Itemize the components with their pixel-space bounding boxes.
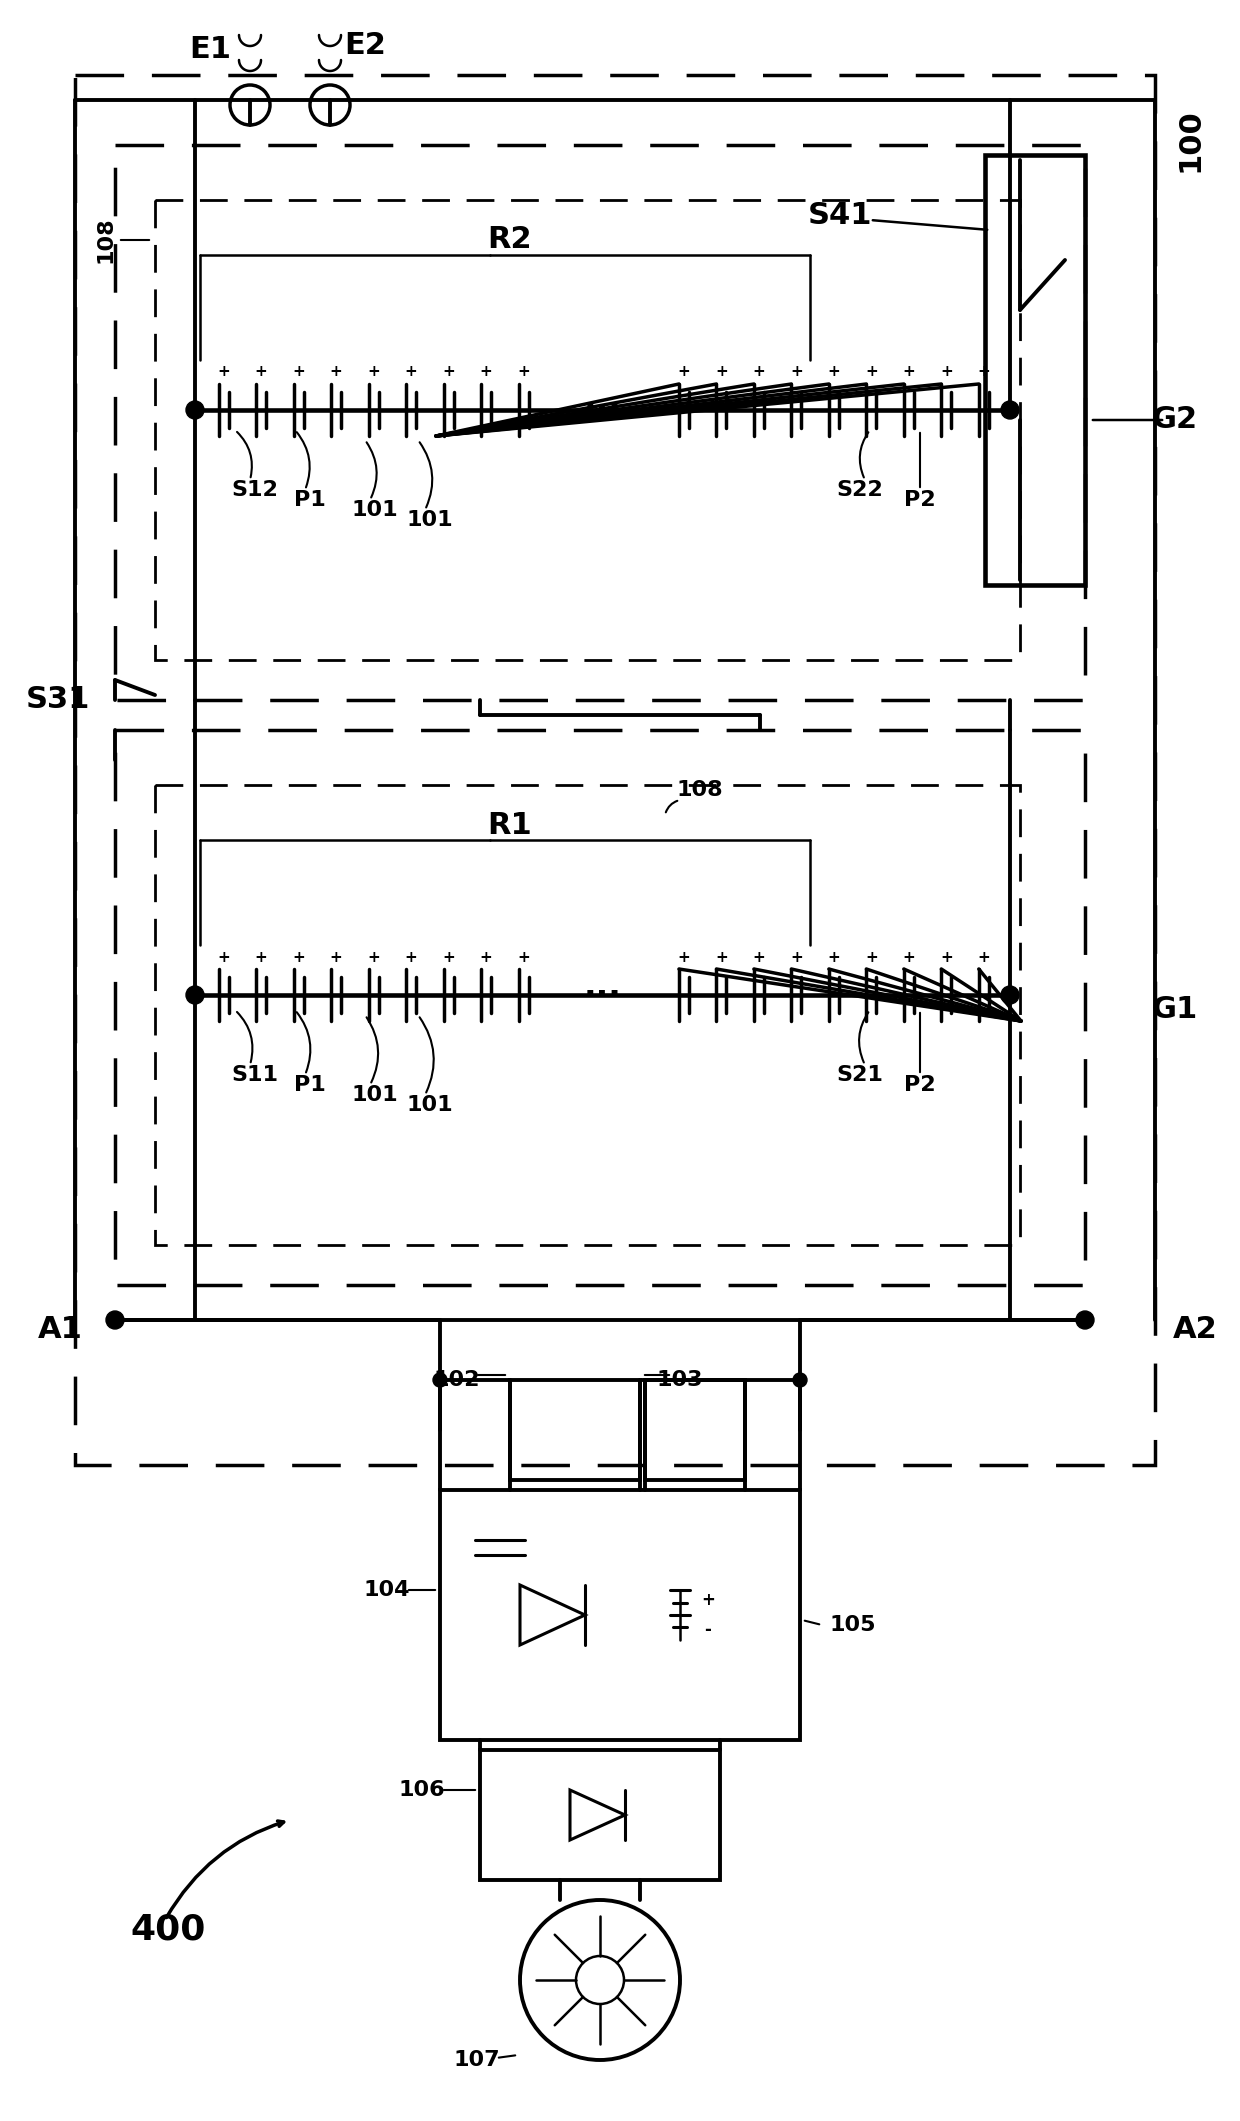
Circle shape — [520, 1900, 680, 2059]
Text: 102: 102 — [434, 1370, 480, 1389]
Text: +: + — [903, 365, 915, 380]
Text: +: + — [753, 950, 765, 965]
Circle shape — [1001, 986, 1019, 1003]
Bar — [155, 785, 1021, 1245]
Circle shape — [186, 986, 205, 1003]
Text: E1: E1 — [188, 36, 231, 64]
Text: S21: S21 — [837, 1065, 883, 1086]
Text: +: + — [790, 365, 802, 380]
Text: +: + — [293, 365, 305, 380]
Text: +: + — [330, 950, 342, 965]
Text: 101: 101 — [407, 509, 454, 530]
Text: 101: 101 — [352, 501, 398, 520]
Bar — [115, 144, 1085, 700]
Text: +: + — [217, 365, 231, 380]
Bar — [985, 155, 1085, 585]
Text: +: + — [404, 950, 418, 965]
Text: +: + — [293, 950, 305, 965]
Text: +: + — [677, 950, 691, 965]
Text: +: + — [517, 365, 529, 380]
Text: +: + — [790, 950, 802, 965]
Text: +: + — [480, 365, 492, 380]
Text: R2: R2 — [487, 225, 532, 255]
Text: +: + — [255, 950, 268, 965]
Text: S22: S22 — [837, 479, 883, 501]
Circle shape — [229, 85, 270, 125]
Text: +: + — [443, 950, 455, 965]
Text: S41: S41 — [807, 201, 872, 229]
Text: +: + — [940, 365, 952, 380]
Text: P2: P2 — [904, 490, 936, 509]
Text: P1: P1 — [294, 1075, 326, 1094]
Bar — [74, 74, 1154, 1466]
Text: R1: R1 — [487, 810, 532, 840]
Text: 103: 103 — [657, 1370, 703, 1389]
Text: +: + — [367, 950, 379, 965]
Text: +: + — [480, 950, 492, 965]
Text: +: + — [217, 950, 231, 965]
Text: P1: P1 — [294, 490, 326, 509]
Text: +: + — [715, 950, 728, 965]
Text: +: + — [753, 365, 765, 380]
Text: +: + — [977, 950, 991, 965]
Text: ···: ··· — [584, 978, 621, 1012]
Text: A2: A2 — [1173, 1315, 1218, 1345]
Text: +: + — [827, 950, 841, 965]
Circle shape — [433, 1372, 446, 1387]
Circle shape — [794, 1372, 807, 1387]
Bar — [510, 1381, 640, 1480]
Text: +: + — [866, 950, 878, 965]
Bar — [645, 1381, 745, 1480]
Text: +: + — [677, 365, 691, 380]
Text: 107: 107 — [454, 2051, 500, 2070]
Text: +: + — [517, 950, 529, 965]
Circle shape — [1076, 1311, 1094, 1330]
Circle shape — [577, 1956, 624, 2004]
Text: 105: 105 — [830, 1614, 877, 1635]
Text: +: + — [977, 365, 991, 380]
Text: S11: S11 — [232, 1065, 279, 1086]
Circle shape — [1001, 401, 1019, 420]
Text: G2: G2 — [1152, 405, 1198, 435]
Bar — [115, 730, 1085, 1285]
Text: +: + — [330, 365, 342, 380]
Text: S12: S12 — [232, 479, 279, 501]
Text: 106: 106 — [398, 1780, 445, 1801]
Text: +: + — [404, 365, 418, 380]
Text: +: + — [940, 950, 952, 965]
Bar — [480, 1750, 720, 1879]
Text: G1: G1 — [1152, 995, 1198, 1024]
Text: +: + — [715, 365, 728, 380]
Text: ···: ··· — [584, 395, 621, 426]
Text: A1: A1 — [37, 1315, 82, 1345]
Text: 101: 101 — [352, 1086, 398, 1105]
Text: +: + — [866, 365, 878, 380]
Circle shape — [310, 85, 350, 125]
Text: 108: 108 — [677, 781, 723, 800]
Text: 400: 400 — [130, 1913, 206, 1947]
Text: +: + — [903, 950, 915, 965]
Text: +: + — [367, 365, 379, 380]
Text: 104: 104 — [363, 1580, 410, 1599]
Bar — [440, 1489, 800, 1739]
Text: +: + — [443, 365, 455, 380]
Text: 100: 100 — [1176, 108, 1204, 172]
Text: E2: E2 — [343, 30, 386, 59]
Circle shape — [105, 1311, 124, 1330]
Text: S31: S31 — [26, 685, 91, 715]
Text: P2: P2 — [904, 1075, 936, 1094]
Text: +: + — [701, 1591, 715, 1610]
Text: +: + — [827, 365, 841, 380]
Text: 101: 101 — [407, 1094, 454, 1116]
Text: +: + — [255, 365, 268, 380]
Text: 108: 108 — [95, 216, 115, 263]
Bar — [155, 199, 1021, 660]
Text: -: - — [704, 1620, 712, 1640]
Circle shape — [186, 401, 205, 420]
